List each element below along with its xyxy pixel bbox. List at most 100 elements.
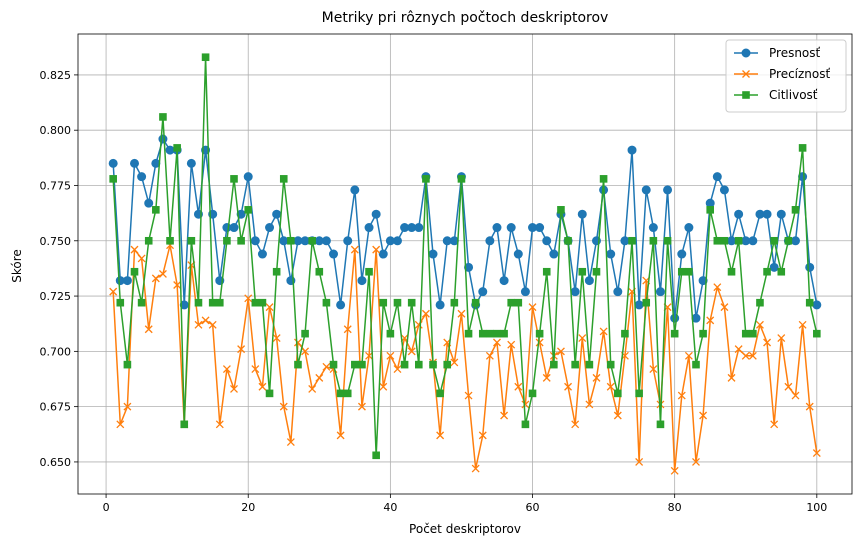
x-marker-stroke <box>521 400 530 409</box>
data-point <box>570 287 580 297</box>
x-marker-stroke <box>656 400 665 409</box>
data-point <box>485 351 494 360</box>
data-point <box>585 400 594 409</box>
legend-label: Citlivosť <box>769 88 818 102</box>
data-point <box>564 382 573 391</box>
data-point <box>684 351 693 360</box>
data-point <box>478 431 487 440</box>
data-point <box>606 360 615 369</box>
data-point <box>720 236 729 245</box>
x-tick-label: 0 <box>103 501 110 514</box>
legend: Presnosť Precíznosť Citlivosť <box>725 39 847 113</box>
data-point <box>663 185 673 195</box>
data-point <box>464 329 473 338</box>
data-point <box>791 391 800 400</box>
data-point <box>698 276 708 286</box>
x-marker-stroke <box>485 351 494 360</box>
x-marker-stroke <box>777 334 786 343</box>
data-point <box>322 298 331 307</box>
data-point <box>379 298 388 307</box>
x-marker-stroke <box>706 316 715 325</box>
data-point <box>499 276 509 286</box>
data-point <box>315 373 324 382</box>
data-point <box>286 438 295 446</box>
data-point <box>542 373 551 382</box>
data-point <box>627 145 637 155</box>
data-point <box>301 329 309 338</box>
data-point <box>648 223 658 233</box>
y-tick-label: 0.775 <box>40 179 72 192</box>
data-point <box>706 206 715 214</box>
data-point <box>592 373 601 382</box>
x-marker-stroke <box>130 245 139 254</box>
data-point <box>500 329 508 338</box>
data-point <box>279 236 289 246</box>
x-marker-stroke <box>763 338 772 347</box>
data-point <box>287 236 295 245</box>
data-point <box>265 223 275 233</box>
data-point <box>712 172 722 182</box>
data-point <box>422 175 430 183</box>
x-marker-stroke <box>336 431 345 440</box>
data-point <box>620 236 630 246</box>
data-point <box>208 298 217 307</box>
data-point <box>464 262 474 272</box>
data-point <box>294 338 302 347</box>
data-point <box>812 449 821 458</box>
data-point <box>535 338 544 347</box>
x-marker-stroke <box>578 334 587 343</box>
data-point <box>692 457 700 466</box>
data-point <box>770 236 778 245</box>
x-marker-stroke <box>222 365 231 374</box>
legend-marker <box>742 70 750 78</box>
data-point <box>237 345 246 354</box>
data-point <box>577 209 587 219</box>
data-point <box>507 340 516 349</box>
legend-marker <box>742 91 750 99</box>
data-point <box>521 400 530 409</box>
data-point <box>393 298 402 307</box>
data-point <box>301 347 310 356</box>
x-marker-stroke <box>144 325 153 334</box>
x-marker-stroke <box>571 420 580 429</box>
data-point <box>336 431 345 440</box>
x-marker-stroke <box>748 351 757 360</box>
data-point <box>393 365 402 374</box>
data-point <box>791 206 800 214</box>
data-point <box>365 267 373 276</box>
data-point <box>215 420 224 429</box>
x-marker-stroke <box>279 402 288 411</box>
x-marker-stroke <box>670 466 679 475</box>
data-point <box>813 329 821 338</box>
data-point <box>378 249 388 259</box>
data-point <box>741 329 750 338</box>
data-point <box>429 360 437 369</box>
x-marker-stroke <box>436 431 445 440</box>
data-point <box>357 276 367 286</box>
legend-marker <box>741 48 751 58</box>
data-point <box>201 316 210 325</box>
data-point <box>486 329 494 338</box>
data-point <box>677 249 687 259</box>
legend-label: Presnosť <box>769 46 821 60</box>
data-point <box>108 158 118 168</box>
data-point <box>386 351 395 360</box>
data-point <box>756 298 764 307</box>
data-point <box>421 309 430 318</box>
data-point <box>550 360 558 369</box>
data-point <box>571 420 580 429</box>
data-point <box>520 287 530 297</box>
data-point <box>159 113 167 121</box>
x-marker-stroke <box>528 303 537 312</box>
series-layer <box>108 53 822 475</box>
data-point <box>230 175 238 183</box>
data-point <box>308 384 317 393</box>
data-point <box>599 175 608 183</box>
x-tick-label: 80 <box>668 501 682 514</box>
data-point <box>685 267 693 276</box>
data-point <box>706 316 715 325</box>
data-point <box>584 276 594 286</box>
x-tick-label: 60 <box>526 501 540 514</box>
data-point <box>109 175 117 183</box>
y-tick-label: 0.725 <box>40 290 72 303</box>
